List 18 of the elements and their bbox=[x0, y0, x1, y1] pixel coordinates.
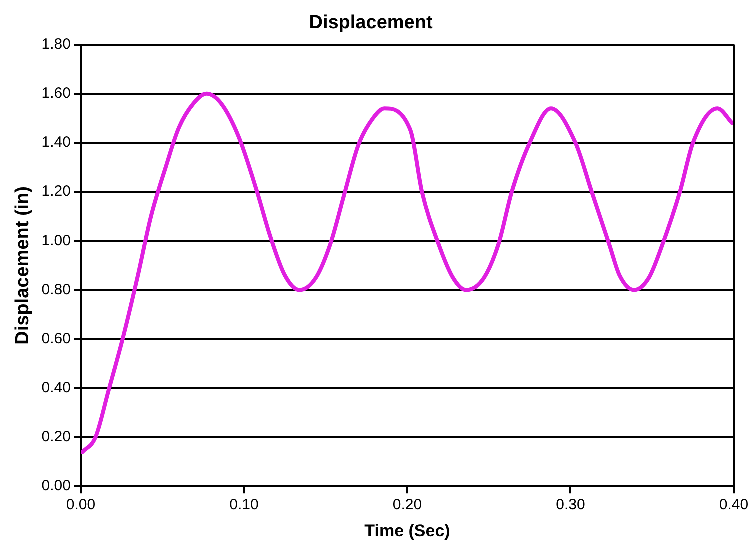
y-tick-label: 0.40 bbox=[42, 380, 71, 397]
chart-title: Displacement bbox=[309, 12, 434, 34]
y-tick-label: 1.40 bbox=[42, 134, 71, 152]
y-tick-label: 0.00 bbox=[42, 478, 71, 495]
y-tick-label: 1.80 bbox=[42, 36, 71, 53]
y-axis-title: Displacement (in) bbox=[12, 186, 34, 345]
x-tick-label: 0.20 bbox=[392, 496, 422, 514]
x-tick-label: 0.00 bbox=[66, 496, 96, 514]
x-tick-label: 0.10 bbox=[230, 496, 259, 514]
y-tick-label: 0.20 bbox=[42, 428, 71, 446]
y-tick-label: 0.80 bbox=[42, 281, 71, 298]
x-axis-title: Time (Sec) bbox=[364, 521, 450, 540]
y-tick-label: 1.20 bbox=[42, 183, 71, 200]
x-tick-label: 0.30 bbox=[556, 496, 586, 514]
x-tick-label: 0.40 bbox=[719, 496, 749, 514]
y-tick-label: 1.60 bbox=[42, 85, 71, 102]
y-tick-label: 0.60 bbox=[42, 330, 71, 348]
y-tick-label: 1.00 bbox=[42, 232, 71, 250]
